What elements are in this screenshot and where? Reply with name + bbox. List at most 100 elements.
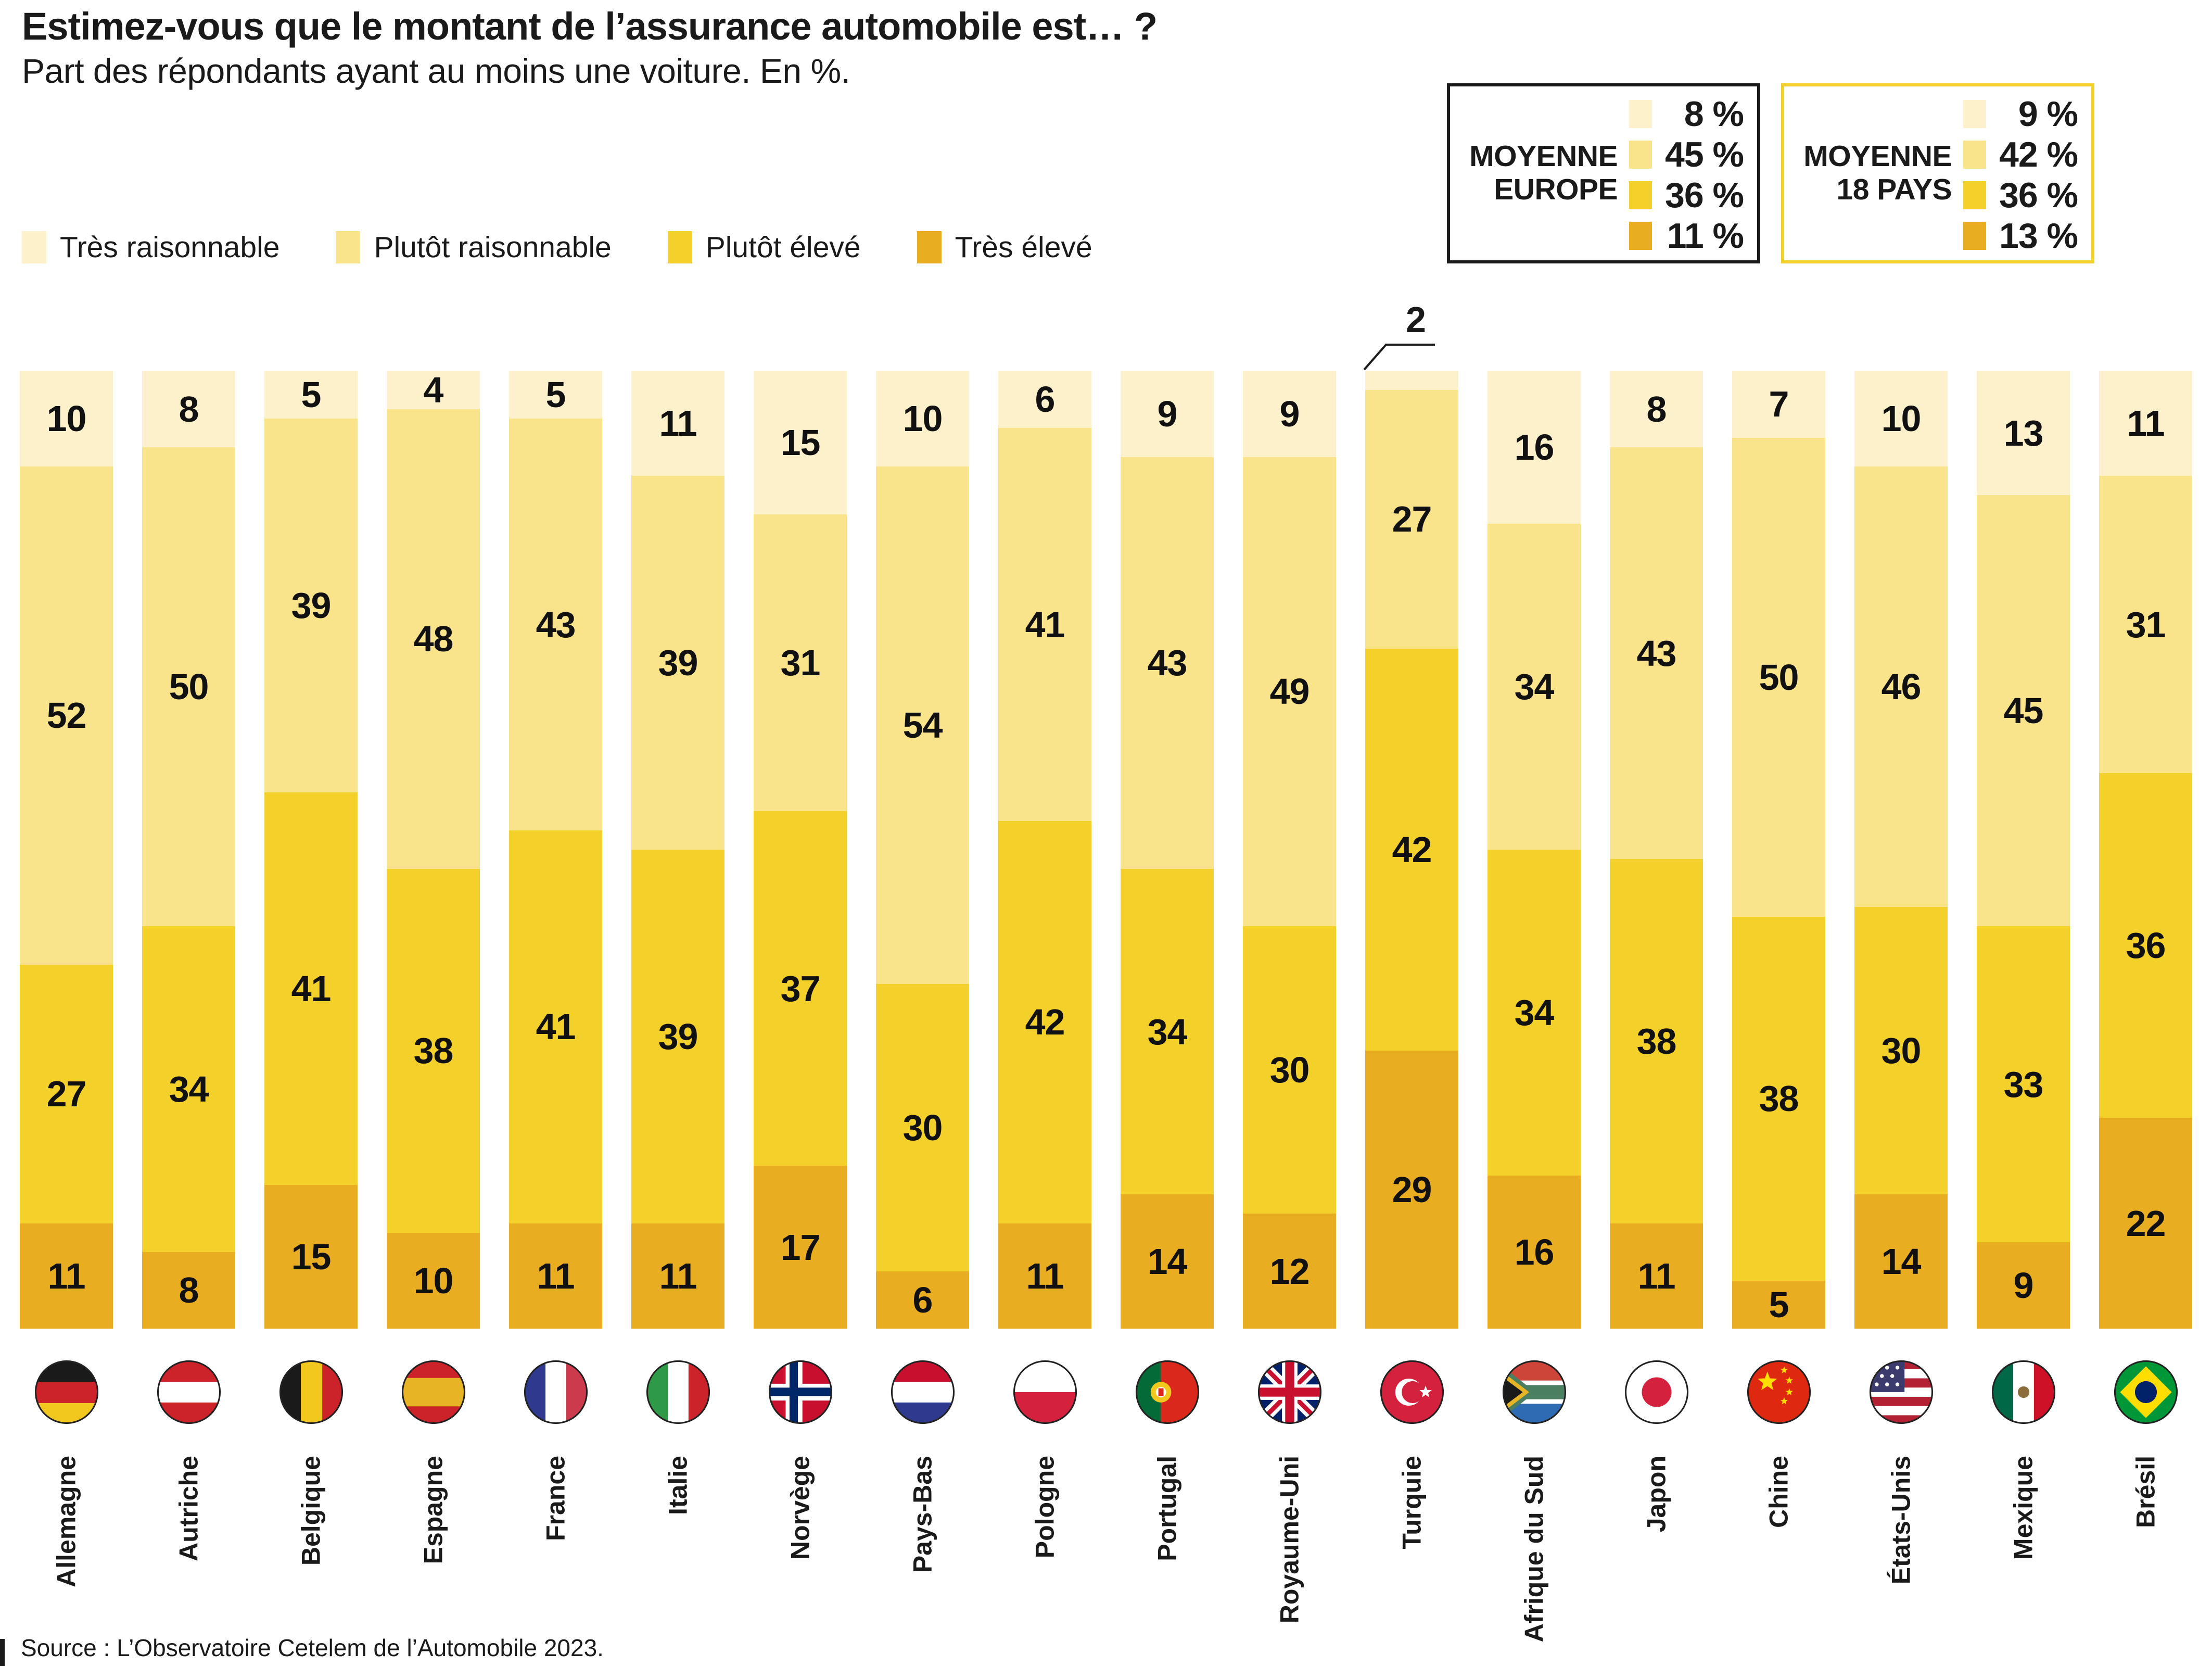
flag-pt-icon <box>1135 1360 1199 1424</box>
segment-value: 8 <box>1646 388 1667 430</box>
average-box-row: 11 % <box>1629 216 1744 256</box>
segment-value: 11 <box>537 1255 575 1296</box>
segment-value: 11 <box>2127 403 2165 444</box>
bar-segment: 39 <box>264 419 358 792</box>
segment-value: 10 <box>1881 398 1922 439</box>
country-label: Pologne <box>1030 1456 1060 1559</box>
average-value: 36 % <box>1999 175 2078 215</box>
average-box-row: 36 % <box>1629 175 1744 216</box>
segment-value: 9 <box>1279 393 1300 434</box>
segment-value: 34 <box>1514 666 1555 708</box>
country-label-cell: Turquie <box>1365 1456 1458 1666</box>
callout: 2 <box>1363 293 1458 371</box>
bar-segment: 4 <box>387 369 480 410</box>
bar-segment: 5 <box>264 371 358 419</box>
bar-column: 5 43 41 11 <box>509 371 602 1329</box>
bar-segment: 30 <box>876 983 969 1271</box>
flag-es-icon <box>401 1360 465 1424</box>
flag-cell <box>20 1360 113 1424</box>
country-label-cell: Chine <box>1732 1456 1825 1666</box>
bar-column: 15 31 37 17 <box>754 371 847 1329</box>
segment-value: 30 <box>1269 1050 1310 1091</box>
bar-segment: 6 <box>998 371 1091 428</box>
bar-segment: 34 <box>1488 849 1581 1176</box>
segment-value: 10 <box>902 398 943 439</box>
segment-value: 36 <box>2126 925 2166 966</box>
bar-segment: 16 <box>1488 1175 1581 1329</box>
flag-cell <box>1854 1360 1948 1424</box>
country-label-cell: Japon <box>1610 1456 1703 1666</box>
segment-value: 45 <box>2003 690 2044 731</box>
bar-segment: 27 <box>20 964 113 1223</box>
average-box: MOYENNE EUROPE 8 % 45 % 36 % 11 % <box>1447 83 1760 263</box>
segment-value: 42 <box>1392 829 1432 870</box>
flag-cell <box>1121 1360 1214 1424</box>
segment-value: 17 <box>780 1227 821 1268</box>
country-label: Espagne <box>418 1456 448 1564</box>
country-label: Brésil <box>2131 1456 2160 1528</box>
flag-cell <box>754 1360 847 1424</box>
bar-segment: 9 <box>1243 371 1336 457</box>
country-label: États-Unis <box>1886 1456 1916 1585</box>
country-label-cell: États-Unis <box>1854 1456 1948 1666</box>
country-label: Autriche <box>174 1456 204 1561</box>
segment-value: 41 <box>291 968 332 1009</box>
country-label-cell: Belgique <box>264 1456 358 1666</box>
average-box-row: 36 % <box>1963 175 2078 216</box>
flag-za-icon <box>1502 1360 1566 1424</box>
bar-segment: 30 <box>1243 926 1336 1214</box>
stacked-bar-chart: 10 52 27 11 8 50 34 8 5 39 41 15 4 48 38 10 5 43 41 11 11 39 3… <box>20 299 2192 1329</box>
average-swatch <box>1963 222 1986 250</box>
segment-value: 33 <box>2003 1064 2044 1105</box>
flag-nl-icon <box>891 1360 955 1424</box>
segment-value: 27 <box>46 1074 87 1115</box>
segment-value: 41 <box>1025 604 1065 645</box>
flag-cell <box>631 1360 724 1424</box>
country-label: Allemagne <box>52 1456 81 1587</box>
country-label: France <box>541 1456 570 1541</box>
segment-value: 38 <box>1759 1078 1799 1119</box>
bar-segment: 41 <box>998 428 1091 821</box>
flag-be-icon <box>279 1360 343 1424</box>
bar-segment: 13 <box>1977 371 2070 496</box>
segment-value: 7 <box>1769 384 1789 425</box>
bar-segment: 43 <box>1121 457 1214 869</box>
country-label: Italie <box>663 1456 693 1515</box>
bar-column: 9 49 30 12 <box>1243 371 1336 1329</box>
segment-value: 5 <box>301 374 322 415</box>
average-box-title-line: MOYENNE <box>1469 140 1618 173</box>
segment-value: 34 <box>1514 992 1555 1033</box>
flag-pl-icon <box>1013 1360 1077 1424</box>
flag-cell <box>1243 1360 1336 1424</box>
bar-segment: 50 <box>142 447 235 927</box>
bar-segment: 34 <box>1121 868 1214 1195</box>
bar-segment: 22 <box>2099 1118 2192 1329</box>
bar-segment: 42 <box>998 821 1091 1223</box>
country-label-cell: Pologne <box>998 1456 1091 1666</box>
bar-segment: 7 <box>1732 371 1825 438</box>
source-note: Source : L’Observatoire Cetelem de l’Aut… <box>21 1634 604 1661</box>
bar-column: 10 54 30 6 <box>876 371 969 1329</box>
bar-segment: 50 <box>1732 437 1825 917</box>
flag-cell <box>509 1360 602 1424</box>
flag-cell <box>876 1360 969 1424</box>
bar-segment: 31 <box>754 514 847 812</box>
bar-column: 6 41 42 11 <box>998 371 1091 1329</box>
country-label: Royaume-Uni <box>1275 1456 1304 1624</box>
bar-segment: 27 <box>1365 389 1458 649</box>
average-box-row: 13 % <box>1963 216 2078 256</box>
segment-value: 38 <box>413 1030 454 1071</box>
segment-value: 11 <box>47 1255 86 1296</box>
segment-value: 13 <box>2003 412 2044 453</box>
segment-value: 8 <box>179 1270 199 1311</box>
bar-segment: 34 <box>142 926 235 1252</box>
flag-fr-icon <box>524 1360 588 1424</box>
bar-column: 5 39 41 15 <box>264 371 358 1329</box>
flag-cn-icon <box>1747 1360 1811 1424</box>
bar-column: 4 48 38 10 <box>387 369 480 1329</box>
bar-segment: 11 <box>1610 1223 1703 1329</box>
segment-value: 4 <box>423 369 444 410</box>
average-value: 8 % <box>1684 94 1744 134</box>
segment-value: 11 <box>659 1255 697 1296</box>
